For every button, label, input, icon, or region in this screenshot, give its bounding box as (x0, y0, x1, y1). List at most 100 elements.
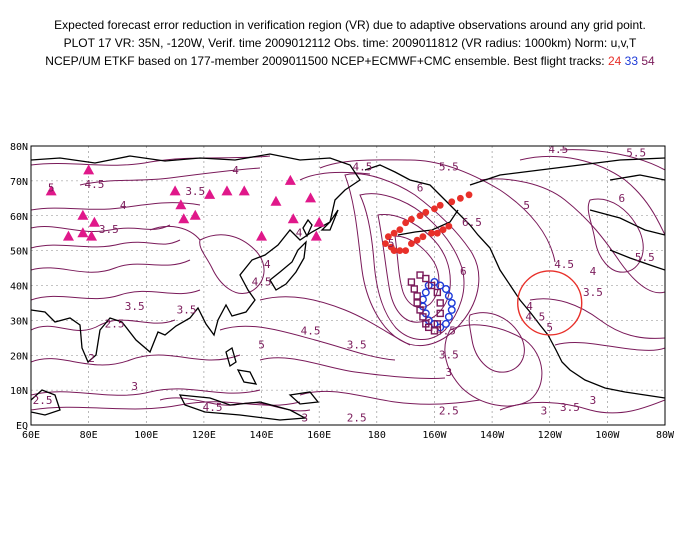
contour-line (344, 173, 480, 347)
contour-value-label: 5 (388, 237, 395, 250)
station-triangle (175, 199, 187, 210)
station-triangle (270, 195, 282, 206)
lat-tick-label: 80N (10, 142, 28, 153)
track-24-point (402, 219, 410, 227)
title-line-3: NCEP/UM ETKF based on 177-member 2009011… (0, 54, 700, 68)
contour-line (31, 259, 191, 273)
track-24-point (408, 240, 415, 248)
track-33-point (444, 291, 453, 300)
gridlines (31, 146, 665, 425)
track-24-point (445, 222, 453, 230)
lon-tick-label: 140E (249, 430, 273, 441)
lat-tick-label: 50N (10, 247, 28, 258)
track-54-point (407, 278, 416, 286)
contour-value-label: 4.5 (525, 310, 545, 323)
station-triangle (45, 185, 57, 196)
station-triangle (77, 227, 89, 238)
title-line-1: Expected forecast error reduction in ver… (54, 18, 646, 32)
track-33-point (447, 305, 456, 314)
contour-line (479, 178, 665, 294)
contour-value-label: 4 (120, 199, 127, 212)
contour-value-label: 2.5 (105, 317, 125, 330)
contour-value-label: 4.5 (84, 178, 104, 191)
contour-value-label: 5.5 (635, 251, 655, 264)
coastline (302, 218, 313, 238)
track-24-point (396, 226, 404, 234)
contour-value-label: 6 (417, 181, 424, 194)
contour-line (31, 202, 201, 211)
track-54-point (436, 309, 444, 318)
contour-value-label: 4 (590, 265, 597, 278)
track-24-point (413, 236, 421, 244)
contour-value-label: 3.5 (185, 185, 205, 198)
lon-tick-label: 80E (80, 430, 98, 441)
station-triangle (189, 209, 201, 220)
track-24-point (396, 247, 404, 255)
track-54-point (416, 271, 424, 279)
contour-line (31, 354, 241, 366)
track-24-point (422, 208, 430, 216)
contour-line (519, 155, 665, 236)
contour-value-label: 5 (546, 321, 553, 334)
lon-tick-label: 140W (480, 430, 505, 441)
contour-value-label: 2.5 (33, 394, 53, 407)
contour-line (79, 167, 261, 186)
contour-line (587, 198, 644, 273)
station-triangle (256, 230, 268, 241)
contour-value-label: 3.5 (583, 286, 603, 299)
coastline (589, 209, 665, 236)
track-54-point (413, 292, 421, 300)
station-triangle (313, 216, 325, 227)
contour-value-label: 5 (258, 338, 265, 351)
coastline (31, 153, 361, 364)
lat-tick-label: 10N (10, 386, 28, 397)
contour-value-label: 5 (48, 181, 55, 194)
track-24-point (448, 198, 456, 206)
lat-tick-label: 60N (10, 212, 28, 223)
contour-line (554, 342, 665, 351)
track-label-24: 24 (607, 54, 622, 68)
contour-line (529, 298, 665, 339)
coastline (269, 240, 307, 291)
coastline (469, 157, 665, 186)
track-33-point (441, 284, 450, 293)
contour-value-label: 3.5 (125, 300, 145, 313)
track-24-point (416, 212, 424, 220)
station-triangle (204, 188, 216, 199)
lat-tick-label: 30N (10, 316, 28, 327)
contour-line (31, 239, 181, 249)
track-24-point (456, 194, 464, 202)
track-54-point (436, 299, 444, 307)
plot-frame (30, 145, 666, 426)
track-24-point (419, 233, 427, 241)
contour-line (31, 319, 176, 331)
track-24-point (382, 240, 389, 248)
contour-value-label: 3.5 (560, 401, 580, 414)
station-triangle (238, 185, 250, 196)
contour-line (259, 296, 411, 346)
contour-line (31, 155, 271, 166)
contour-line (559, 149, 665, 171)
coastline (236, 369, 258, 385)
track-24-point (431, 205, 438, 213)
contour-value-label: 5.5 (439, 160, 459, 173)
coastline (31, 389, 61, 416)
station-triangle (221, 185, 233, 196)
title-line-2: PLOT 17 VR: 35N, -120W, Verif. time 2009… (63, 36, 637, 50)
track-24-point (408, 215, 415, 223)
contour-value-label: 5 (523, 199, 530, 212)
track-54-point (416, 306, 424, 314)
lat-tick-label: 20N (10, 351, 28, 362)
lon-tick-label: 180 (368, 430, 386, 441)
contour-value-label: 4.5 (548, 143, 568, 156)
contour-line (319, 159, 556, 263)
track-54-point (419, 313, 427, 321)
track-54-point (410, 285, 418, 293)
contour-value-label: 4 (526, 300, 533, 313)
contour-value-label: 3 (301, 412, 308, 425)
contour-value-label: 2.5 (347, 412, 367, 425)
contour-line (394, 235, 440, 308)
track-54-point (433, 320, 442, 328)
contour-value-label: 4 (296, 227, 303, 240)
